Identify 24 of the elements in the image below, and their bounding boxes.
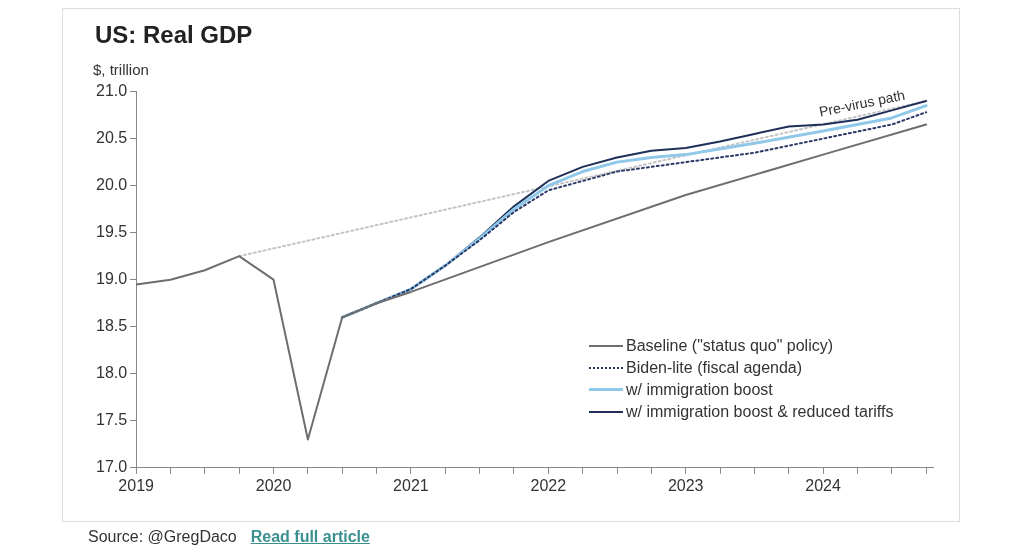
legend-label: w/ immigration boost <box>626 380 773 399</box>
y-tick-label: 17.0 <box>96 458 128 476</box>
y-tick-label: 20.0 <box>96 176 128 194</box>
y-tick-label: 18.5 <box>96 317 128 335</box>
y-tick-label: 17.5 <box>96 411 128 429</box>
text: Read full article <box>250 528 370 545</box>
y-tick-label: 19.0 <box>96 270 128 288</box>
y-tick-label: 18.0 <box>96 364 128 382</box>
y-tick-label: 21.0 <box>96 82 128 100</box>
x-tick-label: 2021 <box>393 476 429 494</box>
legend-label: Biden-lite (fiscal agenda) <box>626 358 803 377</box>
x-tick-label: 2023 <box>667 476 704 494</box>
x-tick-label: 2022 <box>530 476 567 494</box>
x-tick-label: 2020 <box>255 476 292 494</box>
chart-title: US: Real GDP <box>95 21 253 49</box>
legend-label: Baseline ("status quo" policy) <box>626 336 834 355</box>
x-tick-label: 2024 <box>805 476 841 494</box>
y-tick-label: 19.5 <box>96 223 128 241</box>
source-note: Source: @GregDaco <box>88 528 237 545</box>
y-axis-title: $, trillion <box>93 61 149 78</box>
x-tick-label: 2019 <box>118 476 155 494</box>
annotation: Pre-virus path <box>817 86 907 120</box>
legend-label: w/ immigration boost & reduced tariffs <box>626 402 894 421</box>
y-tick-label: 20.5 <box>96 129 128 147</box>
